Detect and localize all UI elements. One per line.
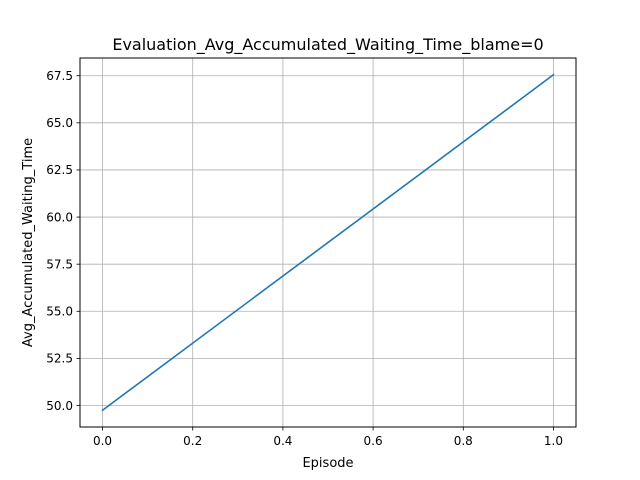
- x-tick-label: 1.0: [544, 434, 563, 448]
- chart-title: Evaluation_Avg_Accumulated_Waiting_Time_…: [112, 35, 543, 55]
- plot-frame: [79, 57, 577, 428]
- x-tick-label: 0.4: [273, 434, 292, 448]
- grid-lines: [80, 58, 576, 427]
- y-tick-label: 57.5: [46, 257, 73, 271]
- x-tick-label: 0.8: [454, 434, 473, 448]
- y-tick-label: 67.5: [46, 69, 73, 83]
- x-axis-ticks: 0.0 0.2 0.4 0.6 0.8 1.0: [93, 427, 563, 448]
- y-tick-label: 52.5: [46, 352, 73, 366]
- y-axis-label: Avg_Accumulated_Waiting_Time: [21, 138, 36, 347]
- y-tick-label: 60.0: [46, 210, 73, 224]
- series-layer: [101, 73, 555, 412]
- x-tick-label: 0.2: [183, 434, 202, 448]
- y-tick-label: 50.0: [46, 399, 73, 413]
- x-tick-label: 0.6: [364, 434, 383, 448]
- y-tick-label: 62.5: [46, 163, 73, 177]
- x-axis-label: Episode: [302, 456, 353, 471]
- x-tick-label: 0.0: [93, 434, 112, 448]
- y-axis-ticks: 50.0 52.5 55.0 57.5 60.0 62.5 65.0 67.5: [46, 69, 80, 413]
- y-tick-label: 65.0: [46, 116, 73, 130]
- series-line-0: [101, 73, 555, 412]
- y-tick-label: 55.0: [46, 305, 73, 319]
